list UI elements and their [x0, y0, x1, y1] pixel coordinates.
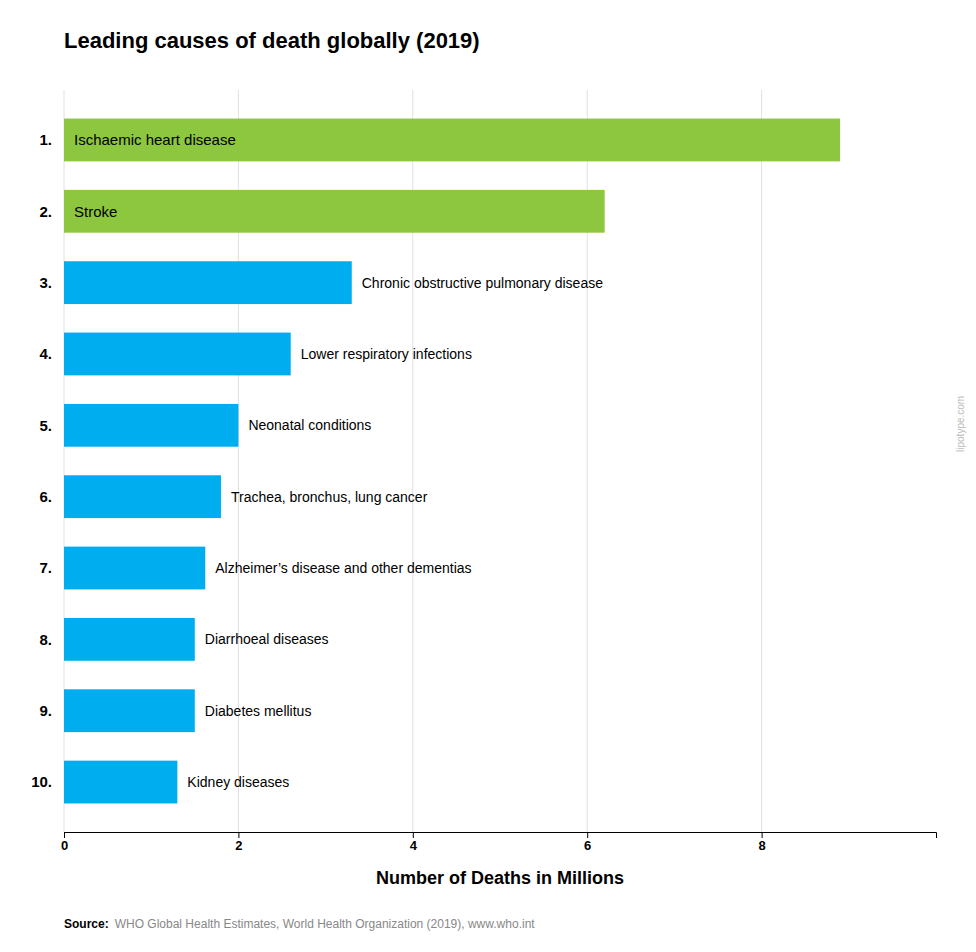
- tick-label: 8: [758, 838, 765, 853]
- bar: [64, 547, 205, 590]
- category-label: Kidney diseases: [187, 774, 289, 790]
- category-label: Neonatal conditions: [248, 417, 371, 433]
- plot: 0 2 4 6 8 Ischaemic heart disease Stroke Chroni…: [31, 90, 936, 853]
- rank-label: 3.: [39, 274, 52, 291]
- tick-label: 4: [410, 838, 418, 853]
- bar: [64, 618, 195, 661]
- category-label: Chronic obstructive pulmonary disease: [362, 275, 603, 291]
- category-labels: Ischaemic heart disease Stroke Chronic obs…: [74, 131, 603, 790]
- category-label: Trachea, bronchus, lung cancer: [231, 489, 428, 505]
- rank-label: 5.: [39, 417, 52, 434]
- watermark: lipotype.com: [955, 396, 966, 452]
- category-label: Alzheimer’s disease and other dementias: [215, 560, 471, 576]
- tick-mark: [762, 832, 763, 838]
- source-label: Source:: [64, 917, 109, 931]
- bar: [64, 689, 195, 732]
- category-label: Stroke: [74, 203, 117, 220]
- bar: [64, 190, 605, 233]
- category-label: Diarrhoeal diseases: [205, 631, 329, 647]
- rank-label: 9.: [39, 702, 52, 719]
- category-label: Diabetes mellitus: [205, 703, 312, 719]
- chart: 0 2 4 6 8 Ischaemic heart disease Stroke Chroni…: [0, 0, 976, 952]
- rank-label: 2.: [39, 203, 52, 220]
- tick-mark: [413, 832, 414, 838]
- tick: 4: [410, 832, 418, 853]
- bar: [64, 333, 291, 376]
- tick-label: 0: [61, 838, 68, 853]
- rank-label: 8.: [39, 631, 52, 648]
- rank-label: 7.: [39, 559, 52, 576]
- grid: [64, 90, 762, 832]
- tick: 6: [584, 832, 591, 853]
- bar: [64, 404, 238, 447]
- tick-mark: [587, 832, 588, 838]
- tick-label: 2: [235, 838, 242, 853]
- x-axis-title: Number of Deaths in Millions: [376, 868, 624, 888]
- rank-label: 4.: [39, 345, 52, 362]
- tick-label: 6: [584, 838, 591, 853]
- bar: [64, 761, 177, 804]
- grid-line: [761, 90, 762, 832]
- source: WHO Global Health Estimates, World Healt…: [115, 917, 536, 931]
- bar: [64, 475, 221, 518]
- bars: [64, 119, 840, 804]
- x-axis: 0 2 4 6 8: [61, 832, 937, 853]
- bar: [64, 119, 840, 162]
- title: Leading causes of death globally (2019): [64, 28, 480, 53]
- rank-label: 1.: [39, 131, 52, 148]
- category-label: Ischaemic heart disease: [74, 131, 236, 148]
- ranks: 1. 2. 3. 4. 5. 6. 7. 8. 9. 10.: [31, 131, 52, 790]
- axis-line: [65, 833, 937, 839]
- tick: 0: [61, 832, 68, 853]
- tick: 2: [235, 832, 242, 853]
- rank-label: 10.: [31, 773, 52, 790]
- tick-mark: [64, 832, 65, 838]
- bar: [64, 261, 352, 304]
- tick-mark: [238, 832, 239, 838]
- rank-label: 6.: [39, 488, 52, 505]
- category-label: Lower respiratory infections: [301, 346, 472, 362]
- tick: 8: [758, 832, 765, 853]
